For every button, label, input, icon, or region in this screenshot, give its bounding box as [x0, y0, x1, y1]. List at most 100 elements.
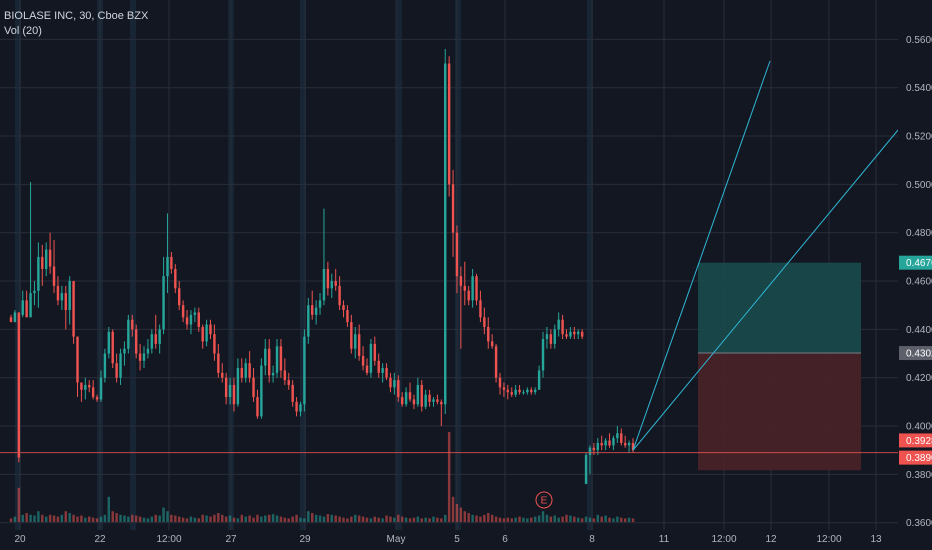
volume-bar: [299, 517, 302, 522]
candle-body: [389, 377, 392, 388]
volume-bar: [330, 514, 333, 522]
time-axis[interactable]: 20 22 12:00 27 29 May 5 6 8 11 12:00 12 12:00 13: [14, 534, 882, 545]
volume-bar: [487, 513, 490, 522]
volume-bar: [48, 514, 52, 522]
candle-body: [365, 365, 369, 373]
candle-body: [166, 256, 169, 277]
volume-bar: [72, 514, 75, 522]
candle-body: [224, 377, 228, 398]
time-tick-label: 12:00: [816, 534, 841, 545]
time-tick-label: 12:00: [711, 534, 736, 545]
candle-body: [256, 397, 259, 417]
candle-body: [361, 355, 365, 366]
time-tick-label: 20: [14, 534, 26, 545]
volume-bar: [267, 514, 271, 522]
candle-body: [514, 389, 517, 395]
volume-bar: [166, 511, 169, 522]
volume-bar: [193, 517, 197, 522]
volume-bar: [584, 516, 588, 522]
candle-body: [424, 394, 427, 407]
candle-body: [60, 293, 64, 301]
candle-body: [295, 401, 298, 412]
volume-bar: [334, 515, 337, 522]
time-tick-label: 11: [659, 534, 670, 545]
candle-body: [510, 392, 513, 395]
candle-body: [530, 389, 533, 393]
candle-body: [138, 353, 142, 361]
volume-bar: [397, 514, 400, 522]
price-label-target: [899, 255, 932, 270]
volume-bar: [236, 518, 240, 522]
candle-body: [275, 346, 279, 373]
volume-bar: [428, 518, 431, 522]
candle-body: [487, 326, 490, 342]
volume-bar: [612, 518, 615, 522]
candle-body: [577, 331, 580, 335]
candle-body: [240, 368, 244, 378]
volume-bar: [620, 517, 623, 522]
candle-body: [64, 293, 67, 311]
candle-body: [48, 249, 52, 267]
volume-bar: [616, 516, 619, 522]
candle-body: [400, 397, 404, 405]
volume-bar: [201, 514, 204, 522]
volume-bar: [436, 517, 439, 522]
volume-bar: [314, 514, 318, 522]
volume-bar: [150, 516, 154, 522]
candle-body: [311, 305, 314, 315]
volume-bar: [99, 516, 103, 522]
volume-bar: [408, 518, 412, 522]
long-position-tool[interactable]: [698, 262, 861, 471]
volume-bar: [475, 515, 478, 522]
volume-bar: [181, 517, 185, 522]
volume-bar: [565, 514, 568, 522]
candle-body: [549, 334, 553, 344]
volume-bar: [162, 507, 165, 522]
trendline-steep: [632, 60, 771, 451]
volume-bar: [404, 517, 408, 522]
volume-bar: [146, 518, 150, 522]
session-band-2: [130, 0, 136, 530]
candle-body: [541, 339, 545, 371]
volume-bar: [56, 516, 60, 522]
volume-bar: [252, 517, 255, 522]
candle-body: [244, 363, 247, 378]
volume-bar: [533, 516, 537, 522]
volume-bar: [21, 514, 24, 522]
event-markers[interactable]: E: [535, 491, 553, 509]
candle-body: [447, 63, 451, 185]
volume-bar: [451, 496, 455, 522]
volume-bar: [41, 514, 44, 522]
chart-legend: BIOLASE INC, 30, Cboe BZX Vol (20): [4, 9, 148, 39]
candle-body: [346, 310, 349, 323]
volume-bar: [541, 511, 545, 522]
volume-bar: [158, 515, 161, 522]
volume-bar: [60, 514, 64, 522]
candle-body: [612, 438, 615, 446]
volume-bar: [357, 515, 361, 522]
candle-body: [420, 384, 423, 407]
candle-body: [537, 370, 541, 390]
volume-indicator-label[interactable]: Vol (20): [4, 25, 42, 37]
volume-bar: [264, 515, 267, 522]
volume-bars: [9, 432, 635, 522]
candle-body: [404, 392, 408, 405]
candle-body: [385, 368, 388, 378]
volume-bar: [9, 518, 13, 522]
session-band-5: [396, 0, 402, 530]
volume-bar: [377, 517, 380, 522]
volume-bar: [514, 517, 517, 522]
candle-body: [436, 399, 439, 402]
drawing-lines[interactable]: [0, 60, 899, 454]
candle-body: [99, 377, 103, 400]
earnings-marker: [535, 491, 553, 509]
symbol-title[interactable]: BIOLASE INC, 30, Cboe BZX: [4, 10, 149, 22]
candle-body: [631, 442, 635, 451]
candle-body: [397, 380, 400, 398]
